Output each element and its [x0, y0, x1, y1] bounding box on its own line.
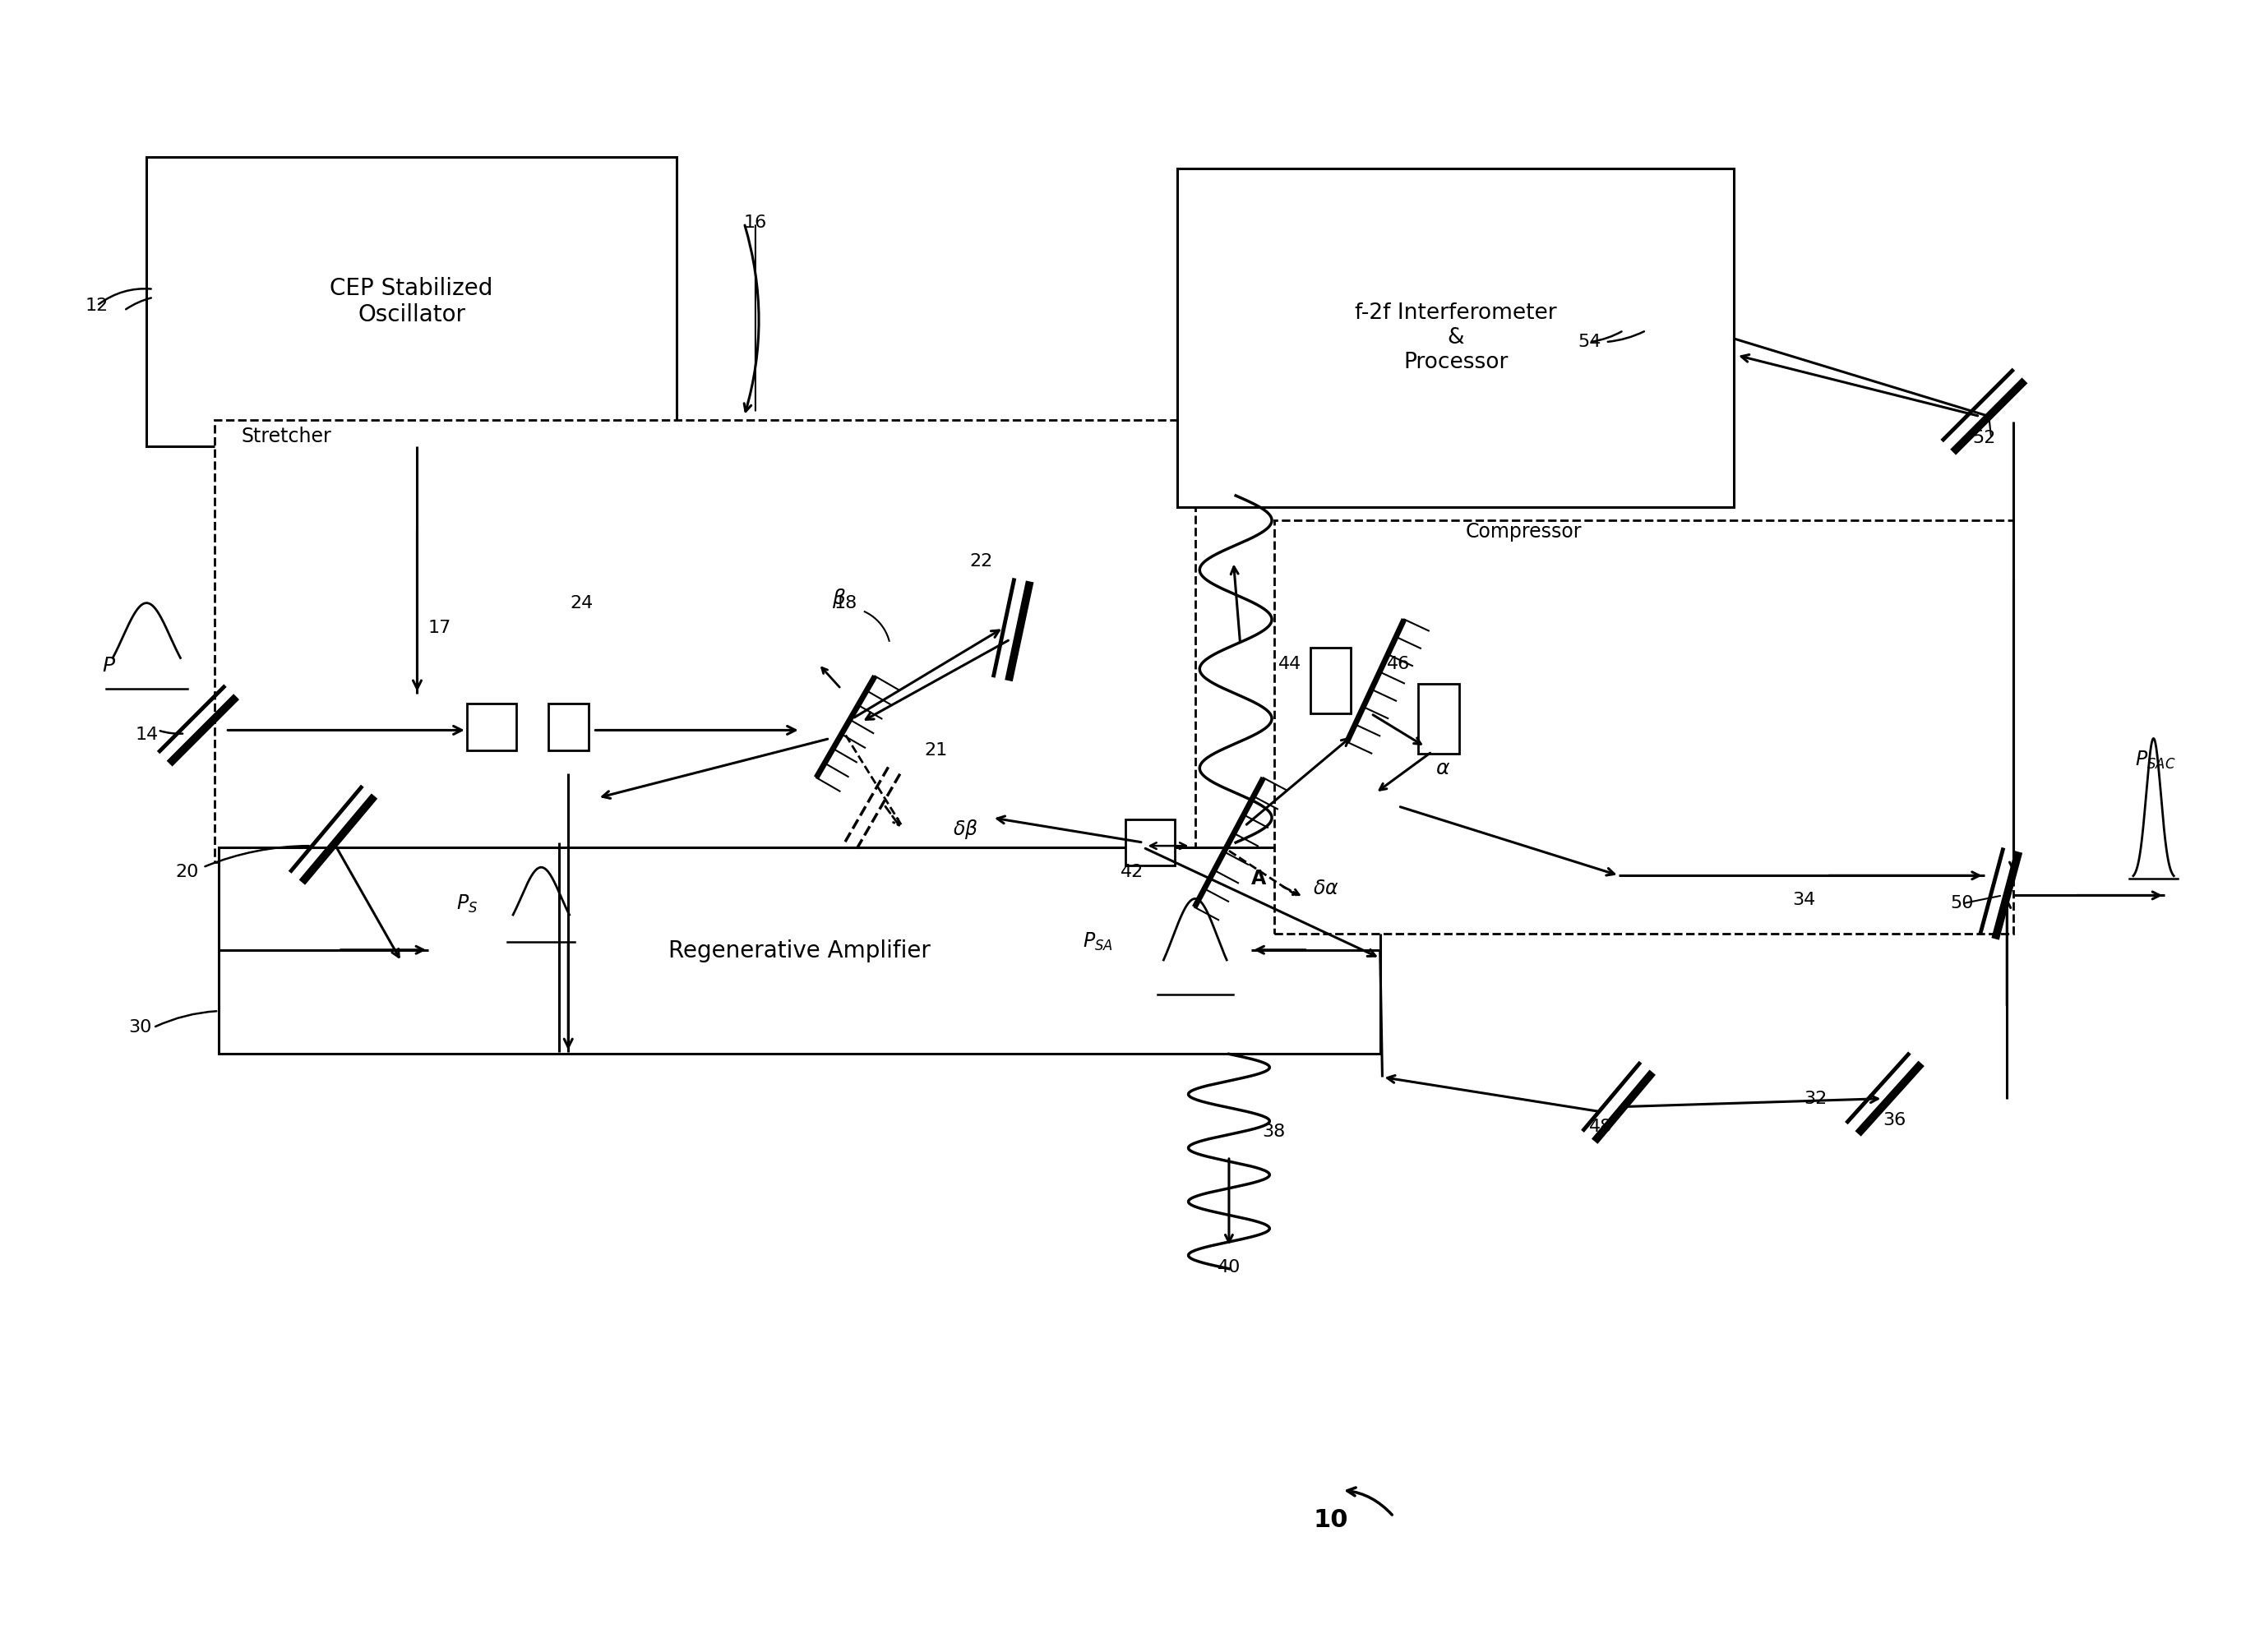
Text: $P_{SA}$: $P_{SA}$ [1082, 930, 1114, 953]
Text: 12: 12 [86, 297, 108, 314]
Bar [1310, 648, 1351, 714]
Text: 46: 46 [1387, 656, 1409, 672]
Text: 44: 44 [1279, 656, 1301, 672]
Bar [1125, 819, 1175, 866]
Bar [467, 704, 516, 750]
Bar [1274, 520, 2014, 933]
Text: 36: 36 [1883, 1112, 1905, 1128]
Text: 42: 42 [1121, 864, 1143, 881]
Text: 24: 24 [571, 595, 593, 611]
Text: f-2f Interferometer
&
Processor: f-2f Interferometer & Processor [1355, 302, 1556, 373]
Text: 20: 20 [176, 864, 198, 881]
Bar [548, 704, 589, 750]
Text: 32: 32 [1804, 1090, 1827, 1107]
Text: 30: 30 [129, 1019, 151, 1036]
Bar [214, 420, 1195, 862]
Text: 18: 18 [834, 595, 857, 611]
Text: $\delta\beta$: $\delta\beta$ [952, 818, 979, 841]
Text: $P_{SAC}$: $P_{SAC}$ [2135, 748, 2176, 771]
Bar [1418, 684, 1459, 753]
Text: $\beta$: $\beta$ [832, 586, 846, 610]
Text: 52: 52 [1973, 430, 1996, 446]
Text: 50: 50 [1951, 895, 1973, 912]
Text: $\mathbf{A}$: $\mathbf{A}$ [1249, 869, 1267, 889]
Text: Regenerative Amplifier: Regenerative Amplifier [667, 940, 931, 961]
Text: 34: 34 [1793, 892, 1815, 909]
Text: 14: 14 [135, 727, 158, 743]
Text: 38: 38 [1263, 1123, 1285, 1140]
Text: P: P [101, 656, 115, 676]
Text: CEP Stabilized
Oscillator: CEP Stabilized Oscillator [329, 276, 494, 327]
Bar [1177, 169, 1734, 507]
Bar [219, 847, 1380, 1054]
Text: 17: 17 [428, 620, 451, 636]
Text: 54: 54 [1578, 334, 1601, 350]
Text: 40: 40 [1218, 1259, 1240, 1275]
Text: 10: 10 [1312, 1508, 1348, 1531]
Text: 16: 16 [744, 215, 767, 231]
Text: $\delta\alpha$: $\delta\alpha$ [1312, 879, 1339, 899]
Text: 21: 21 [925, 742, 947, 758]
Text: 48: 48 [1590, 1118, 1612, 1135]
Text: 22: 22 [970, 553, 992, 570]
Text: Compressor: Compressor [1466, 522, 1583, 542]
Text: Stretcher: Stretcher [241, 426, 331, 446]
Text: $P_S$: $P_S$ [456, 892, 478, 915]
Bar [147, 157, 677, 446]
Text: $\alpha$: $\alpha$ [1436, 758, 1450, 778]
